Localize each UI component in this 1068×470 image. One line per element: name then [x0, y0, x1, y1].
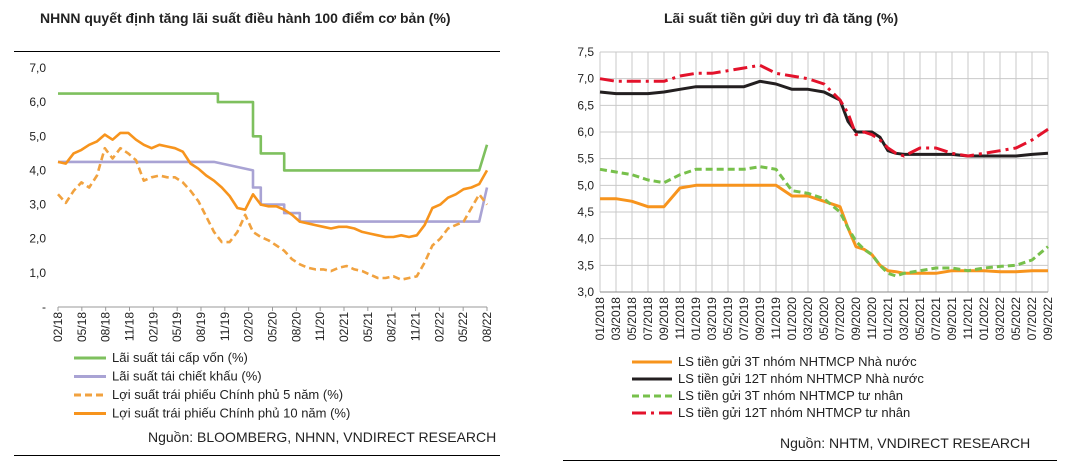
- c2-x-tick-label: 03/2020: [801, 297, 815, 341]
- c2-x-tick-label: 07/2020: [833, 297, 847, 341]
- c2-y-tick-label: 3,5: [577, 258, 594, 272]
- c1-x-tick-label: 02/18: [51, 312, 65, 342]
- c2-y-tick-label: 6,5: [577, 98, 594, 112]
- c2-x-tick-label: 05/2019: [721, 297, 735, 341]
- chart-1-title-rule: [14, 51, 500, 52]
- c2-x-tick-label: 03/2022: [993, 297, 1007, 341]
- c2-x-tick-label: 05/2021: [913, 297, 927, 341]
- c2-legend-label-1: LS tiền gửi 3T nhóm NHTMCP Nhà nước: [678, 354, 917, 369]
- c2-x-tick-label: 01/2018: [593, 297, 607, 341]
- c1-legend-label-1: Lãi suất tái cấp vốn (%): [112, 350, 248, 365]
- c2-x-tick-label: 11/2020: [865, 297, 879, 340]
- c1-y-tick-label: 3,0: [29, 198, 46, 212]
- chart-1-title: NHNN quyết định tăng lãi suất điều hành …: [40, 10, 451, 26]
- c2-series-line-4: [599, 63, 1049, 158]
- c2-y-tick-label: 3,0: [577, 285, 594, 299]
- c1-y-tick-label: 7,0: [29, 61, 46, 75]
- c2-series-line-3: [599, 165, 1049, 278]
- c1-x-tick-label: 11/18: [123, 312, 137, 341]
- c1-x-tick-label: 11/20: [313, 312, 327, 341]
- c1-x-tick-label: 05/22: [456, 312, 470, 342]
- c1-series-line-3: [57, 146, 489, 282]
- c1-x-tick-label: 11/21: [409, 312, 423, 341]
- chart-2-title: Lãi suất tiền gửi duy trì đà tăng (%): [664, 10, 899, 26]
- c1-series-line-4: [57, 131, 489, 239]
- c2-x-tick-label: 09/2019: [753, 297, 767, 341]
- c2-x-tick-label: 01/2019: [689, 297, 703, 341]
- c2-y-tick-label: 4,5: [577, 205, 594, 219]
- c2-x-tick-label: 03/2019: [705, 297, 719, 341]
- c2-x-tick-label: 09/2021: [945, 297, 959, 341]
- c1-series-line-2: [58, 160, 489, 223]
- c1-x-tick-label: 08/22: [480, 312, 494, 342]
- c1-x-tick-label: 05/19: [170, 312, 184, 342]
- c2-x-tick-label: 07/2021: [929, 297, 943, 341]
- c2-x-tick-label: 01/2021: [881, 297, 895, 341]
- c2-x-tick-label: 09/2018: [657, 297, 671, 341]
- c1-y-tick-label: -: [42, 300, 46, 314]
- c1-x-tick-label: 08/19: [194, 312, 208, 342]
- c1-series-line-1: [58, 92, 489, 172]
- c2-x-tick-label: 11/2021: [961, 297, 975, 340]
- c1-y-tick-label: 2,0: [29, 232, 46, 246]
- c2-x-tick-label: 05/2018: [625, 297, 639, 341]
- c1-legend-label-4: Lợi suất trái phiếu Chính phủ 10 năm (%): [112, 406, 350, 421]
- c2-x-tick-label: 03/2021: [897, 297, 911, 341]
- chart-2-source: Nguồn: NHTM, VNDIRECT RESEARCH: [780, 435, 1031, 451]
- c1-x-tick-label: 08/21: [385, 312, 399, 342]
- c1-y-tick-label: 4,0: [29, 163, 46, 177]
- c2-y-tick-label: 6,0: [577, 125, 594, 139]
- c2-x-tick-label: 05/2022: [1009, 297, 1023, 341]
- c2-legend-label-3: LS tiền gửi 3T nhóm NHTMCP tư nhân: [678, 388, 903, 403]
- chart-2-bottom-rule: [563, 460, 1057, 461]
- c1-x-tick-label: 05/21: [361, 312, 375, 342]
- c2-x-tick-label: 11/2019: [769, 297, 783, 340]
- c1-y-tick-label: 6,0: [29, 95, 46, 109]
- c2-y-tick-label: 7,0: [577, 72, 594, 86]
- chart-1-source: Nguồn: BLOOMBERG, NHNN, VNDIRECT RESEARC…: [148, 429, 497, 445]
- c2-x-tick-label: 01/2020: [785, 297, 799, 341]
- c2-legend-label-4: LS tiền gửi 12T nhóm NHTMCP tư nhân: [678, 405, 910, 420]
- c2-x-tick-label: 03/2018: [609, 297, 623, 341]
- c1-y-tick-label: 1,0: [29, 266, 46, 280]
- c2-x-tick-label: 01/2022: [977, 297, 991, 341]
- chart-1-bottom-rule: [14, 455, 500, 456]
- c2-x-tick-label: 11/2018: [673, 297, 687, 340]
- c2-y-tick-label: 4,0: [577, 232, 594, 246]
- c1-x-tick-label: 02/19: [146, 312, 160, 342]
- c1-x-tick-label: 08/20: [289, 312, 303, 342]
- c1-x-tick-label: 02/20: [242, 312, 256, 342]
- c2-y-tick-label: 5,0: [577, 178, 594, 192]
- c1-x-tick-label: 05/18: [75, 312, 89, 342]
- c1-legend-label-3: Lợi suất trái phiếu Chính phủ 5 năm (%): [112, 387, 343, 402]
- c2-x-tick-label: 09/2022: [1041, 297, 1055, 341]
- c1-x-tick-label: 05/20: [266, 312, 280, 342]
- c1-x-tick-label: 11/19: [218, 312, 232, 341]
- c2-x-tick-label: 07/2022: [1025, 297, 1039, 341]
- c1-y-tick-label: 5,0: [29, 129, 46, 143]
- c2-x-tick-label: 09/2020: [849, 297, 863, 341]
- c2-legend-label-2: LS tiền gửi 12T nhóm NHTMCP Nhà nước: [678, 371, 924, 386]
- c1-legend-label-2: Lãi suất tái chiết khấu (%): [112, 369, 262, 384]
- c1-x-tick-label: 08/18: [99, 312, 113, 342]
- c2-y-tick-label: 5,5: [577, 152, 594, 166]
- c2-x-tick-label: 07/2019: [737, 297, 751, 341]
- c1-x-tick-label: 02/21: [337, 312, 351, 342]
- c2-x-tick-label: 05/2020: [817, 297, 831, 341]
- c2-y-tick-label: 7,5: [577, 45, 594, 59]
- c2-x-tick-label: 07/2018: [641, 297, 655, 341]
- c1-x-tick-label: 02/22: [432, 312, 446, 342]
